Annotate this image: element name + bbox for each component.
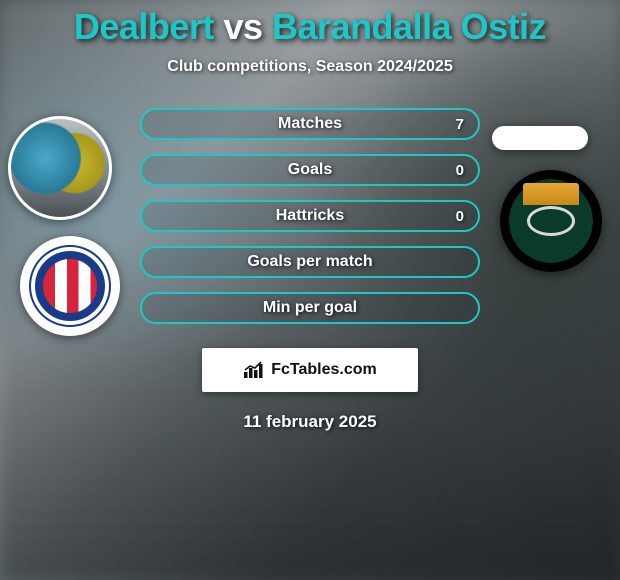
subtitle: Club competitions, Season 2024/2025 [167, 58, 452, 76]
bar-chart-icon [243, 361, 265, 379]
title-player-right: Barandalla Ostiz [272, 6, 546, 47]
stat-row-matches: Matches 7 [140, 108, 480, 140]
stat-label: Min per goal [142, 299, 478, 317]
page-title: Dealbert vs Barandalla Ostiz [74, 6, 546, 48]
stat-right-value [450, 294, 478, 322]
brand-badge: FcTables.com [202, 348, 418, 392]
stat-row-hattricks: Hattricks 0 [140, 200, 480, 232]
stat-row-goals-per-match: Goals per match [140, 246, 480, 278]
stat-label: Hattricks [142, 207, 478, 225]
infographic-root: Dealbert vs Barandalla Ostiz Club compet… [0, 0, 620, 580]
brand-text: FcTables.com [271, 361, 377, 379]
stat-row-min-per-goal: Min per goal [140, 292, 480, 324]
stat-right-value: 0 [442, 202, 478, 230]
date-label: 11 february 2025 [243, 412, 376, 432]
stat-label: Goals [142, 161, 478, 179]
stats-list: Matches 7 Goals 0 Hattricks 0 Goals per … [140, 108, 480, 324]
stat-label: Matches [142, 115, 478, 133]
stat-label: Goals per match [142, 253, 478, 271]
stat-row-goals: Goals 0 [140, 154, 480, 186]
title-vs: vs [223, 6, 262, 47]
stat-right-value: 0 [442, 156, 478, 184]
stat-right-value [450, 248, 478, 276]
stat-right-value: 7 [442, 110, 478, 138]
title-player-left: Dealbert [74, 6, 214, 47]
